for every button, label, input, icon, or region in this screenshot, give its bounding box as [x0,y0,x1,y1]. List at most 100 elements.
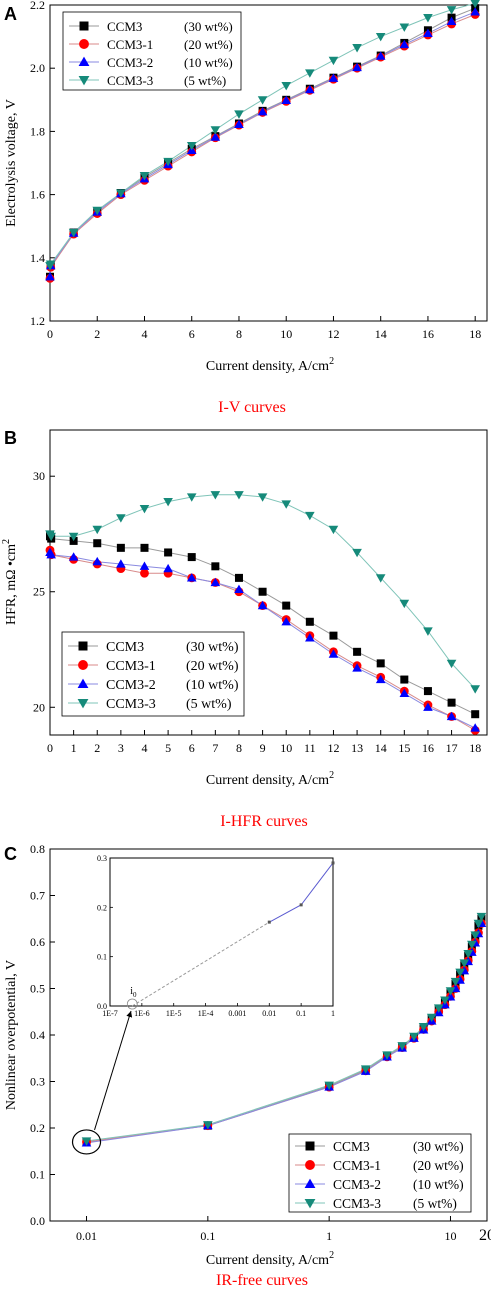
data-point [210,132,221,141]
x-tick-label: 12 [327,327,339,341]
data-point [210,491,221,500]
panel-c: C 0.01 0.1 1 10 200.00.10.20.30.40.50.60.70.… [4,842,491,1289]
inset-y-tick-label: 0.1 [97,953,107,962]
data-point [140,568,149,578]
exchange-current-label-sub: 0 [133,991,137,999]
y-axis-title-b-sup: 2 [1,539,12,544]
x-axis-title-c-sup: 2 [329,1250,334,1261]
x-axis-title-a: Current density, A/cm2 [206,356,334,374]
x-tick-label: 14 [375,327,387,341]
legend-marker [304,1178,316,1189]
x-tick-label: 4 [141,327,147,341]
data-point [46,549,56,559]
data-point [399,23,410,32]
data-point [328,56,339,66]
data-point [418,1023,429,1032]
data-point [397,1042,408,1051]
legend-label-detail: (30 wt%) [186,640,239,655]
legend-label: CCM3-1 [106,659,156,674]
legend-label-detail: (5 wt%) [413,1196,457,1211]
caption-c: IR-free curves [216,1272,308,1289]
series-group-c [71,912,487,1155]
x-tick-label: 13 [351,741,363,755]
legend-marker [77,698,89,709]
x-tick-label: 11 [304,741,316,755]
data-point [186,573,197,582]
data-point [463,950,474,959]
data-point [68,552,79,561]
legend-marker [305,1160,315,1170]
x-tick-label: 0 [47,741,53,755]
data-point [211,562,220,571]
data-point [399,39,410,49]
x-tick-label: 20 [479,1227,491,1244]
series-group-a [45,0,480,283]
legend-marker [78,56,90,67]
y-tick-label: 1.4 [30,251,45,265]
data-point [450,977,461,987]
x-tick-label: 7 [212,741,218,755]
data-point [459,959,470,968]
y-tick-label: 0.2 [30,1121,45,1135]
data-point [164,548,173,557]
y-axis-title-b-omega: Ω [4,569,19,579]
panel-a: A 0 2 4 6 8 10 12 14 16 18 1.2 1.4 1.6 1.8 2.0 2.2 CCM3… [4,0,488,416]
legend-label-detail: (30 wt%) [413,1139,464,1154]
data-point [68,228,79,238]
x-tick-label: 10 [280,327,292,341]
data-point [445,987,456,996]
data-point [423,14,433,23]
x-tick-label: 15 [398,741,410,755]
legend-marker [78,660,88,670]
x-tick-label: 10 [280,741,292,755]
data-point [470,931,481,940]
data-point [433,1004,444,1013]
data-point [324,1081,334,1091]
data-point [352,44,362,53]
y-tick-label: 2.2 [30,0,45,12]
legend-marker [304,1198,316,1209]
data-point [375,674,386,684]
y-axis-title-b: HFR, mΩ •cm2 [1,539,19,625]
x-tick-label: 16 [422,741,434,755]
y-tick-label: 0.8 [30,842,45,856]
inset-x-tick-label: 1E-5 [166,1009,182,1018]
x-tick-label: 5 [165,741,171,755]
y-tick-label: 30 [33,469,45,483]
x-tick-label: 0.1 [200,1229,215,1243]
data-point [139,172,150,181]
data-point [399,688,410,698]
data-point [163,498,173,507]
legend-label: CCM3 [106,640,144,655]
inset-y-tick-label: 0.3 [97,854,107,863]
data-point [352,663,362,672]
data-point [92,206,103,216]
x-tick-label: 8 [236,741,242,755]
inset-x-tick-label: 1E-4 [198,1009,214,1018]
legend-frame [62,11,242,91]
data-point [375,574,386,583]
legend-marker [78,641,88,651]
inset-pointer-arrow [94,1010,133,1131]
legend-label-detail: (10 wt%) [186,678,239,693]
data-point [234,119,244,129]
data-point [92,525,103,535]
data-point [163,563,173,573]
series-line-4 [49,494,476,690]
data-point [328,525,339,535]
x-tick-label: 1 [326,1229,332,1243]
y-tick-label: 20 [33,700,45,714]
x-tick-label: 0.01 [76,1229,97,1243]
inset-x-tick-label: 0.1 [296,1009,306,1018]
data-point [470,7,480,16]
y-axis-title-b-text: HFR, m [4,580,19,625]
y-tick-label: 1.6 [30,188,45,202]
legend-label-detail: (10 wt%) [413,1177,464,1192]
data-point [328,73,339,82]
data-point [210,577,221,587]
data-point [281,500,292,509]
panel-label-b: B [4,428,17,448]
legend-label: CCM3 [107,19,142,34]
